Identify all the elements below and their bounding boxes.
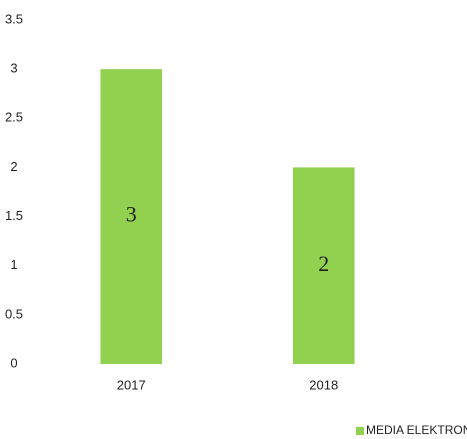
y-tick-label: 3.5	[5, 11, 23, 26]
y-tick-label: 0.5	[5, 306, 23, 321]
y-tick-label: 1.5	[5, 208, 23, 223]
bar	[100, 69, 163, 365]
y-tick-label: 1	[10, 257, 17, 272]
legend-label: MEDIA ELEKTRONIK	[366, 423, 467, 437]
y-tick-label: 3	[10, 61, 17, 76]
legend-swatch	[356, 427, 364, 435]
x-tick-label: 2017	[117, 377, 146, 392]
data-label: 2	[318, 251, 329, 276]
bar	[292, 167, 355, 364]
data-label: 3	[126, 202, 137, 227]
y-tick-label: 0	[10, 355, 17, 370]
y-tick-label: 2.5	[5, 110, 23, 125]
x-tick-label: 2018	[309, 377, 338, 392]
y-tick-label: 2	[10, 159, 17, 174]
